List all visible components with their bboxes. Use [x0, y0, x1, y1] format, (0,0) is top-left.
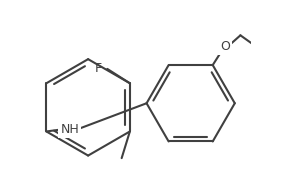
- Text: F: F: [95, 62, 102, 75]
- Text: NH: NH: [61, 123, 79, 136]
- Text: O: O: [220, 40, 230, 53]
